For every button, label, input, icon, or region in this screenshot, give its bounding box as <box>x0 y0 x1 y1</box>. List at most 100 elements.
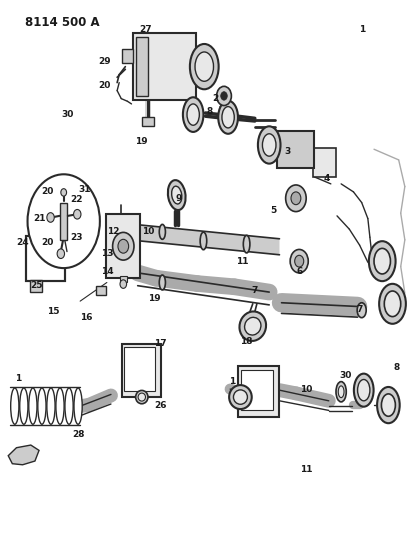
Ellipse shape <box>357 303 366 318</box>
Ellipse shape <box>47 388 55 424</box>
Text: 14: 14 <box>101 268 113 276</box>
Text: 10: 10 <box>300 385 312 393</box>
Text: 28: 28 <box>72 430 84 439</box>
Ellipse shape <box>263 134 276 156</box>
Circle shape <box>286 185 306 212</box>
Text: 2: 2 <box>212 94 219 103</box>
Ellipse shape <box>358 379 370 401</box>
Ellipse shape <box>240 311 266 341</box>
Ellipse shape <box>168 180 186 210</box>
Text: 17: 17 <box>154 340 166 348</box>
Text: 31: 31 <box>78 185 90 193</box>
Circle shape <box>290 249 308 273</box>
Bar <box>132 33 196 100</box>
Ellipse shape <box>218 101 238 134</box>
Text: 19: 19 <box>136 137 148 146</box>
Circle shape <box>217 86 231 106</box>
Polygon shape <box>140 225 279 255</box>
Ellipse shape <box>258 126 280 164</box>
Text: 7: 7 <box>252 286 258 295</box>
Ellipse shape <box>159 275 165 290</box>
Ellipse shape <box>379 284 406 324</box>
Circle shape <box>61 189 67 196</box>
Text: 8: 8 <box>393 364 400 372</box>
Circle shape <box>113 232 134 260</box>
Ellipse shape <box>136 390 148 404</box>
Text: 27: 27 <box>140 25 152 34</box>
Text: 12: 12 <box>107 228 119 236</box>
Ellipse shape <box>245 317 261 335</box>
Circle shape <box>28 174 100 268</box>
Text: 3: 3 <box>284 148 291 156</box>
Text: 1: 1 <box>358 25 365 34</box>
Ellipse shape <box>65 388 73 424</box>
Text: 20: 20 <box>41 188 53 196</box>
Polygon shape <box>8 445 39 465</box>
Bar <box>25 236 65 281</box>
Ellipse shape <box>74 388 82 424</box>
Ellipse shape <box>377 387 399 423</box>
Text: 29: 29 <box>99 57 111 66</box>
Bar <box>277 131 314 168</box>
Text: 1: 1 <box>15 374 22 383</box>
Ellipse shape <box>381 394 395 416</box>
Ellipse shape <box>354 374 374 407</box>
Bar <box>136 37 148 96</box>
Bar <box>122 49 132 62</box>
Ellipse shape <box>229 385 252 409</box>
Text: 1: 1 <box>229 377 236 385</box>
Bar <box>142 117 154 126</box>
Text: 8114 500 A: 8114 500 A <box>25 16 99 29</box>
Bar <box>60 203 67 240</box>
Circle shape <box>221 92 227 100</box>
Ellipse shape <box>243 235 250 253</box>
Bar <box>313 148 336 177</box>
Bar <box>120 276 127 282</box>
Bar <box>241 370 273 410</box>
Bar <box>106 214 140 278</box>
Text: 13: 13 <box>101 249 113 257</box>
Circle shape <box>118 239 129 253</box>
Ellipse shape <box>29 388 37 424</box>
Bar <box>125 347 155 391</box>
Text: 4: 4 <box>323 174 330 183</box>
Text: 20: 20 <box>99 81 111 90</box>
Ellipse shape <box>336 382 346 402</box>
Ellipse shape <box>187 104 199 125</box>
Text: 16: 16 <box>80 313 92 321</box>
Text: 26: 26 <box>154 401 166 409</box>
Ellipse shape <box>56 388 64 424</box>
Text: 10: 10 <box>142 228 154 236</box>
Bar <box>25 236 65 281</box>
Bar <box>238 367 279 417</box>
Ellipse shape <box>190 44 219 89</box>
Text: 18: 18 <box>240 337 253 345</box>
Text: 30: 30 <box>62 110 74 119</box>
Circle shape <box>47 213 54 222</box>
Ellipse shape <box>369 241 395 281</box>
Text: 22: 22 <box>70 196 82 204</box>
Ellipse shape <box>384 291 401 317</box>
Text: 5: 5 <box>270 206 277 215</box>
Ellipse shape <box>20 388 28 424</box>
Circle shape <box>295 255 304 267</box>
Bar <box>122 344 161 397</box>
Text: 25: 25 <box>31 281 43 289</box>
Ellipse shape <box>374 248 390 274</box>
Text: 23: 23 <box>70 233 82 241</box>
Text: 15: 15 <box>47 308 60 316</box>
Text: 11: 11 <box>300 465 312 473</box>
Ellipse shape <box>138 393 145 401</box>
Text: 30: 30 <box>339 372 351 380</box>
Text: 20: 20 <box>41 238 53 247</box>
Bar <box>95 286 106 295</box>
Text: 11: 11 <box>236 257 249 265</box>
Circle shape <box>291 192 301 205</box>
Ellipse shape <box>200 232 207 249</box>
Text: 6: 6 <box>297 268 303 276</box>
Text: 21: 21 <box>33 214 45 223</box>
Bar <box>30 280 42 292</box>
Ellipse shape <box>183 97 203 132</box>
Ellipse shape <box>195 52 214 82</box>
Circle shape <box>120 280 127 288</box>
